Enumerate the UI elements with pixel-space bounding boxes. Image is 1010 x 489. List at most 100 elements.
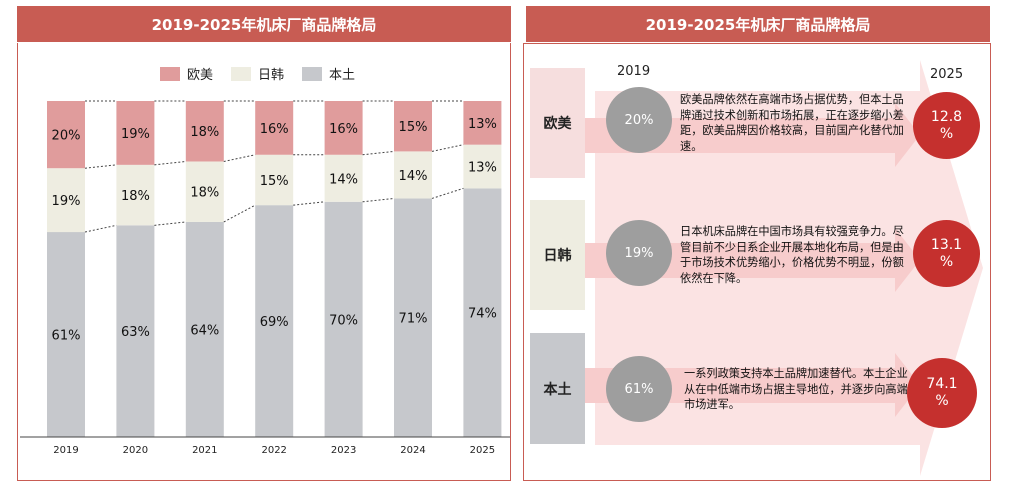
connector-line-日韩-4 — [362, 150, 395, 156]
legend-label-japan-korea: 日韩 — [258, 68, 285, 83]
right-panel-title: 2019-2025年机床厂商品牌格局 — [645, 15, 871, 34]
end-year-label: 2025 — [930, 67, 964, 82]
connector-line-日韩-5 — [431, 144, 464, 152]
connector-line-日韩-0 — [84, 164, 117, 169]
bar-segment-2020-欧美 — [116, 101, 155, 165]
data-label-2021-欧美: 18% — [190, 125, 219, 140]
legend-swatch-domestic — [302, 66, 323, 81]
left-panel-title: 2019-2025年机床厂商品牌格局 — [151, 15, 377, 34]
data-label-2023-日韩: 14% — [329, 172, 358, 187]
bar-segment-2019-欧美 — [47, 101, 85, 169]
x-tick-label-2021: 2021 — [192, 445, 217, 456]
legend-swatch-europe — [160, 66, 180, 81]
x-tick-label-2020: 2020 — [123, 445, 148, 456]
data-label-2019-日韩: 19% — [52, 194, 81, 209]
bar-segment-2022-本土 — [255, 205, 294, 437]
description-europe: 欧美品牌依然在高端市场占据优势，但本土品牌通过技术创新和市场拓展，正在逐步缩小差… — [680, 93, 904, 153]
left-panel-header: 2019-2025年机床厂商品牌格局 — [17, 6, 511, 42]
data-label-2024-欧美: 15% — [399, 120, 428, 135]
connector-line-本土-1 — [154, 221, 186, 226]
bar-segment-2025-日韩 — [463, 144, 502, 189]
left-panel-frame — [17, 43, 511, 481]
legend-item-domestic: 本土 — [302, 64, 355, 83]
legend-swatch-japan-korea — [231, 66, 252, 81]
bar-segment-2023-本土 — [324, 201, 363, 437]
x-tick-label-2019: 2019 — [53, 445, 78, 456]
data-label-2025-日韩: 13% — [468, 161, 497, 176]
data-label-2024-日韩: 14% — [399, 169, 428, 184]
x-tick-label-2023: 2023 — [331, 445, 356, 456]
bar-segment-2023-欧美 — [324, 101, 363, 155]
connector-line-日韩-2 — [223, 154, 256, 162]
bar-segment-2021-欧美 — [185, 101, 224, 162]
end-circle-domestic: 74.1 % — [907, 358, 977, 428]
right-panel-header: 2019-2025年机床厂商品牌格局 — [526, 6, 990, 42]
data-label-2021-日韩: 18% — [190, 186, 219, 201]
description-japan-korea: 日本机床品牌在中国市场具有较强竞争力。尽管目前不少日系企业开展本地化布局，但是由… — [680, 225, 904, 285]
row-label-domestic-text: 本土 — [543, 381, 572, 398]
data-label-2025-欧美: 13% — [468, 117, 497, 132]
end-value-europe: 12.8 % — [930, 108, 963, 142]
connector-line-本土-0 — [84, 224, 117, 233]
connector-line-本土-2 — [223, 204, 256, 223]
row-label-domestic: 本土 — [530, 333, 585, 444]
start-circle-domestic: 61% — [606, 356, 672, 422]
bar-segment-2019-日韩 — [47, 168, 85, 233]
data-label-2020-本土: 63% — [121, 325, 150, 340]
legend-label-europe: 欧美 — [187, 68, 214, 83]
bar-segment-2021-本土 — [185, 221, 224, 437]
row-label-japan-korea-text: 日韩 — [543, 248, 572, 264]
bar-segment-2025-本土 — [463, 188, 502, 437]
end-value-domestic: 74.1 % — [926, 376, 958, 409]
bar-segment-2024-日韩 — [394, 151, 432, 199]
connector-line-本土-5 — [431, 187, 464, 199]
data-label-2022-日韩: 15% — [260, 174, 289, 189]
chart-legend: 欧美 日韩 本土 — [160, 64, 355, 83]
end-circle-japan-korea: 13.1 % — [913, 220, 980, 287]
legend-item-europe: 欧美 — [160, 64, 213, 83]
start-circle-japan-korea: 19% — [606, 220, 672, 286]
row-label-europe: 欧美 — [530, 68, 585, 178]
bar-segment-2021-日韩 — [185, 161, 224, 222]
bar-segment-2022-欧美 — [255, 101, 294, 155]
legend-label-domestic: 本土 — [329, 68, 356, 83]
bar-segment-2022-日韩 — [255, 154, 294, 206]
x-tick-label-2022: 2022 — [261, 445, 286, 456]
data-label-2025-本土: 74% — [468, 307, 497, 322]
data-label-2022-欧美: 16% — [260, 122, 289, 137]
start-year-label: 2019 — [617, 64, 651, 79]
data-label-2024-本土: 71% — [399, 312, 428, 327]
right-panel-frame — [523, 43, 991, 481]
end-circle-europe: 12.8 % — [913, 92, 980, 159]
bar-segment-2024-本土 — [394, 198, 432, 437]
connector-line-本土-4 — [362, 197, 395, 203]
connector-line-日韩-1 — [154, 160, 186, 166]
data-label-2020-欧美: 19% — [121, 127, 150, 142]
data-label-2019-本土: 61% — [52, 329, 81, 344]
connector-line-本土-3 — [293, 201, 325, 206]
bar-segment-2020-本土 — [116, 225, 155, 437]
row-label-europe-text: 欧美 — [543, 116, 572, 132]
bar-segment-2024-欧美 — [394, 101, 432, 152]
bar-segment-2023-日韩 — [324, 154, 363, 202]
data-label-2023-欧美: 16% — [329, 122, 358, 137]
data-label-2022-本土: 69% — [260, 315, 289, 330]
x-tick-label-2024: 2024 — [400, 445, 425, 456]
start-value-europe: 20% — [624, 112, 654, 128]
data-label-2020-日韩: 18% — [121, 189, 150, 204]
start-value-domestic: 61% — [624, 381, 654, 397]
bar-segment-2025-欧美 — [463, 101, 502, 145]
bar-segment-2019-本土 — [47, 232, 85, 437]
end-value-japan-korea: 13.1 % — [930, 236, 963, 270]
x-tick-label-2025: 2025 — [470, 445, 495, 456]
data-label-2019-欧美: 20% — [52, 129, 81, 144]
start-circle-europe: 20% — [606, 87, 672, 153]
data-label-2021-本土: 64% — [190, 323, 219, 338]
row-label-japan-korea: 日韩 — [530, 200, 585, 310]
stacked-bar-chart: 61% 19% 20% 2019 63% 18% 19% 2020 64% 18% 18% 2021 6… — [20, 100, 510, 456]
start-value-japan-korea: 19% — [624, 245, 654, 261]
description-domestic: 一系列政策支持本土品牌加速替代。本土企业从在中低端市场占据主导地位，并逐步向高端… — [684, 367, 908, 411]
legend-item-japan-korea: 日韩 — [231, 64, 284, 83]
bar-segment-2020-日韩 — [116, 164, 155, 226]
data-label-2023-本土: 70% — [329, 313, 358, 328]
